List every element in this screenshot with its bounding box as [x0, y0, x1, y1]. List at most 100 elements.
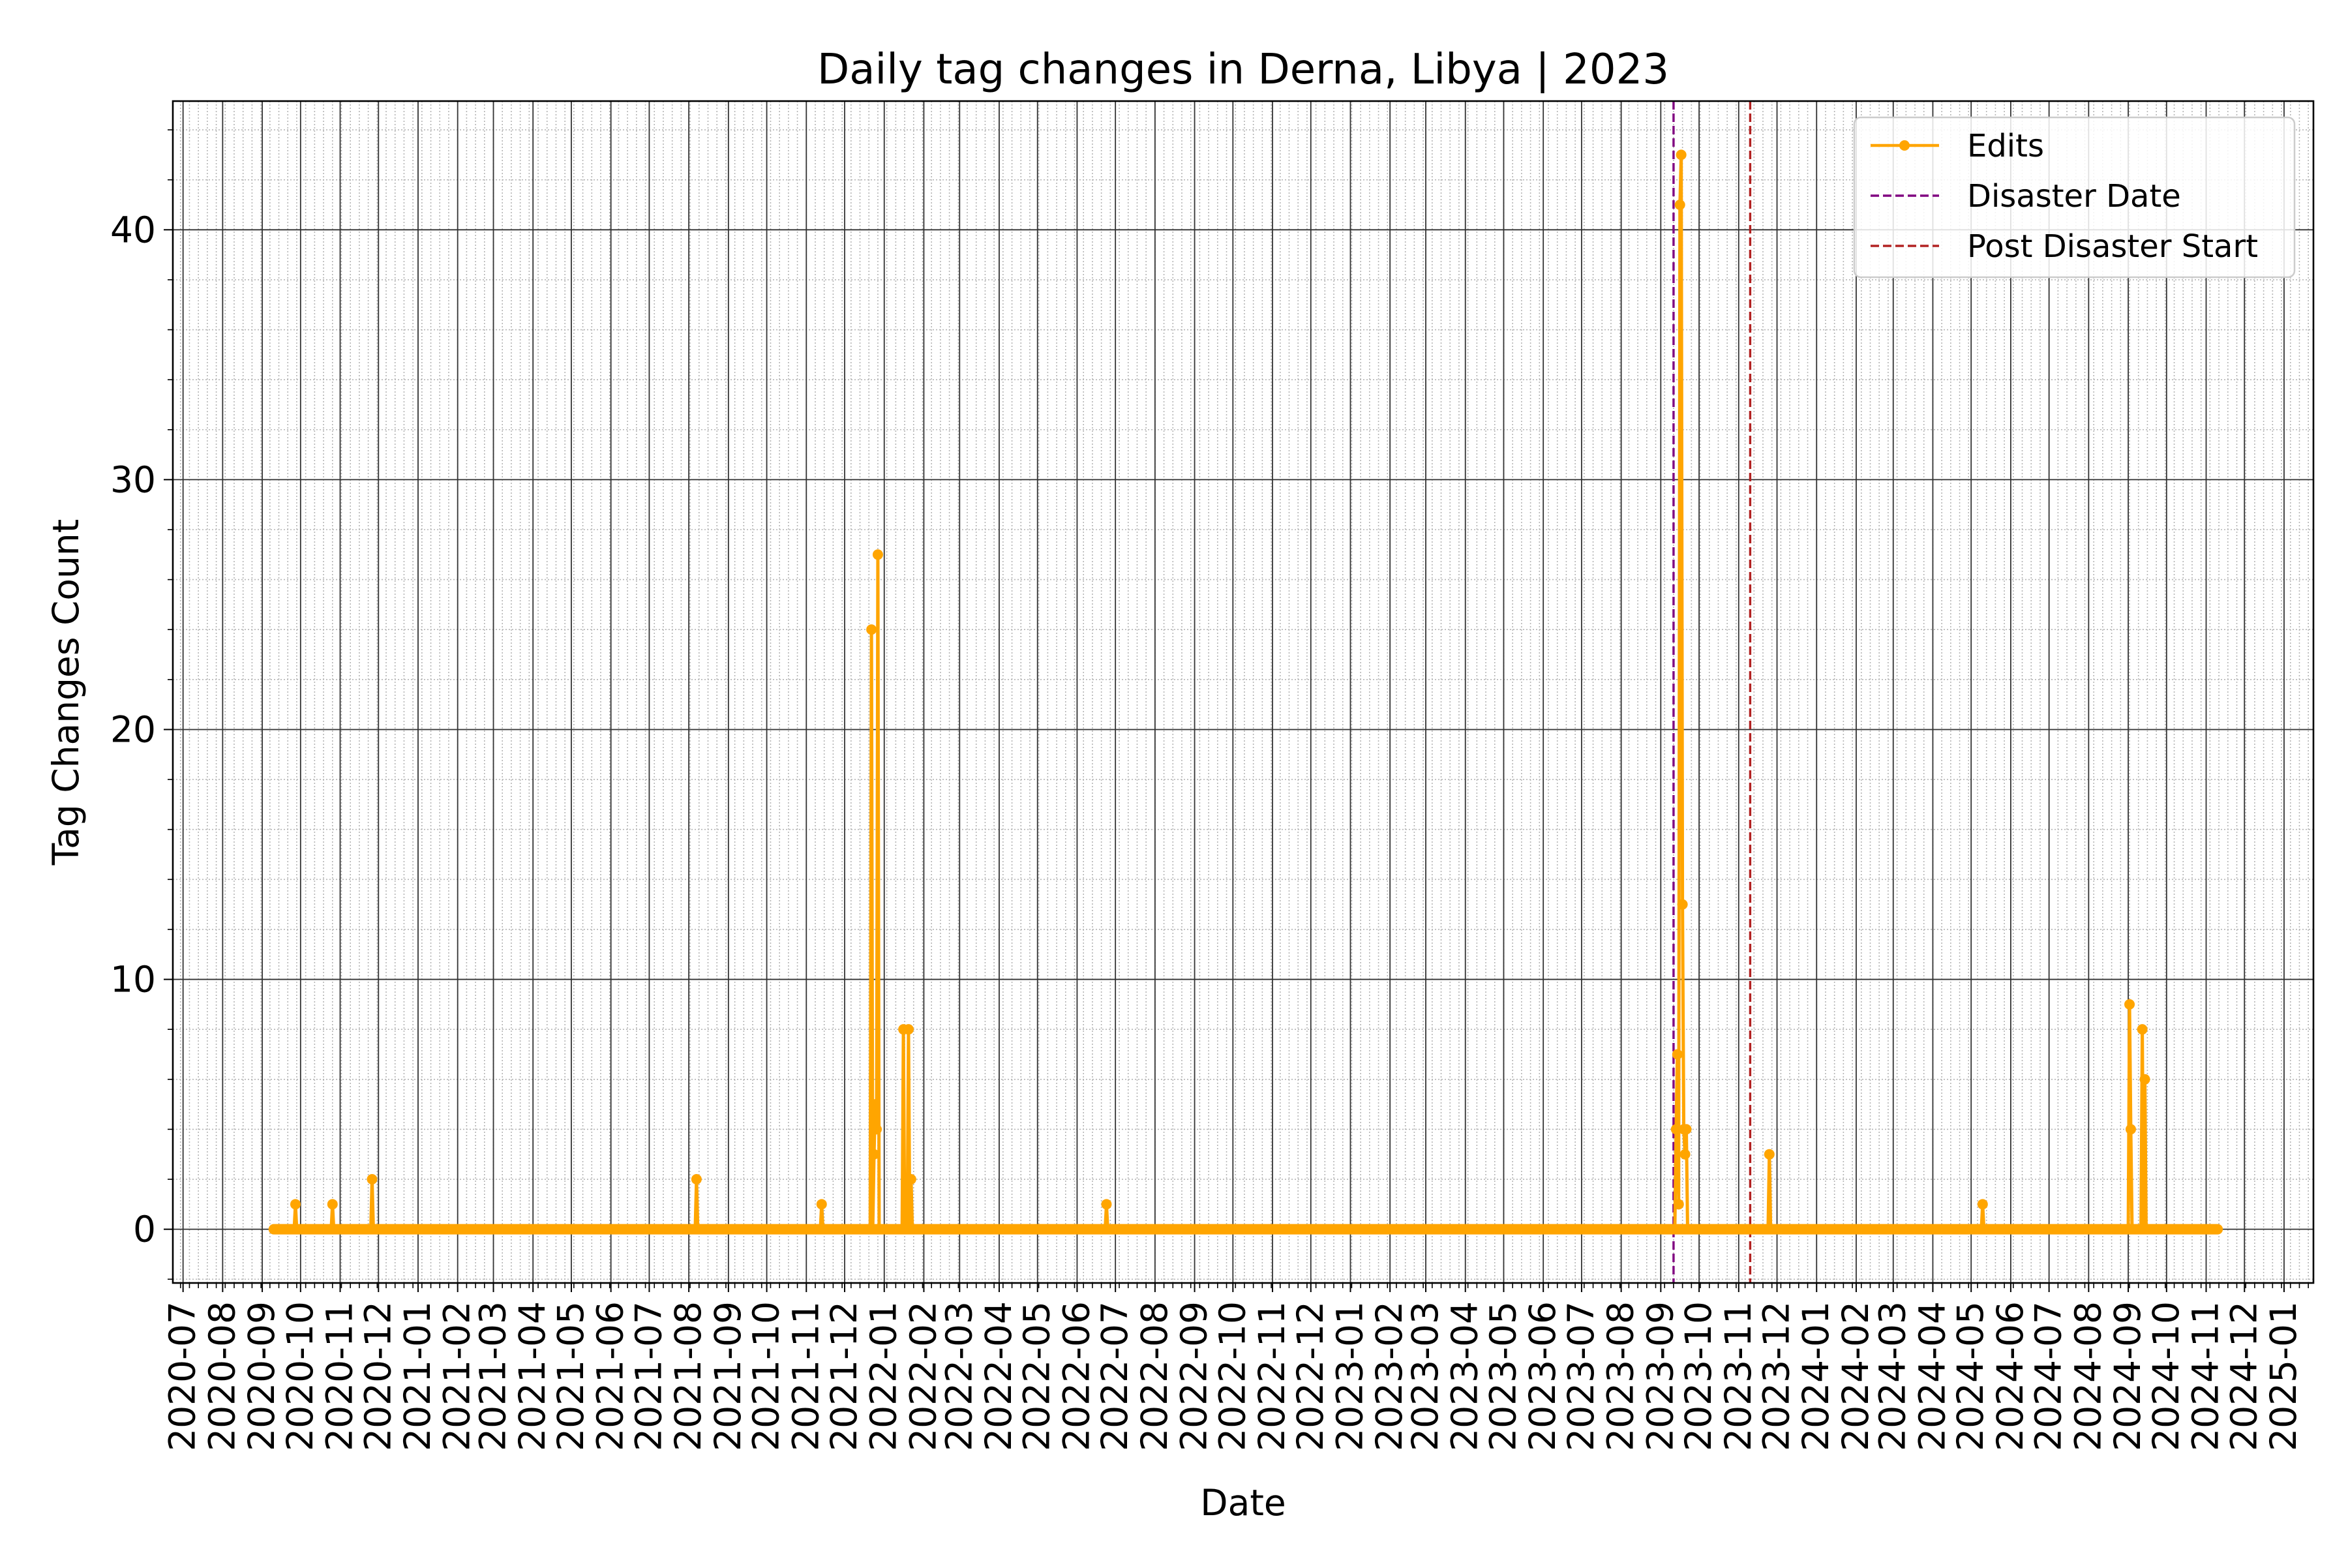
plot-frame — [172, 100, 2315, 1284]
x-tick-label: 2024-04 — [1911, 1301, 1953, 1451]
x-tick-label: 2022-05 — [1016, 1301, 1058, 1451]
x-tick-label: 2024-12 — [2223, 1301, 2265, 1451]
x-tick-label: 2022-12 — [1289, 1301, 1331, 1451]
edits-data-point — [1673, 1199, 1684, 1210]
x-tick-label: 2023-07 — [1560, 1301, 1602, 1451]
x-tick-label: 2021-04 — [511, 1301, 553, 1451]
edits-data-point — [2139, 1074, 2150, 1085]
x-tick-label: 2022-06 — [1055, 1301, 1097, 1451]
y-tick-label: 40 — [110, 209, 156, 250]
x-tick-label: 2024-06 — [1989, 1301, 2031, 1451]
edits-data-point — [870, 1099, 881, 1110]
x-tick-label: 2021-12 — [823, 1301, 865, 1451]
edits-data-point — [1101, 1199, 1112, 1210]
x-tick-label: 2021-02 — [436, 1301, 478, 1451]
x-tick-label: 2024-03 — [1872, 1301, 1914, 1451]
x-tick-label: 2021-10 — [745, 1301, 787, 1451]
edits-data-point — [2125, 1124, 2136, 1135]
x-tick-label: 2024-02 — [1835, 1301, 1876, 1451]
x-tick-label: 2023-12 — [1756, 1301, 1798, 1451]
x-tick-label: 2023-02 — [1368, 1301, 1410, 1451]
y-tick-label: 20 — [110, 708, 156, 750]
edits-data-point — [1674, 199, 1685, 210]
edits-data-point — [1679, 1149, 1691, 1160]
y-tick-label: 30 — [110, 459, 156, 500]
edits-data-point — [903, 1024, 914, 1035]
x-axis-label: Date — [1200, 1482, 1286, 1524]
edits-data-point — [290, 1199, 301, 1210]
edits-data-point — [1977, 1199, 1988, 1210]
edits-data-point — [872, 549, 883, 560]
x-tick-label: 2023-05 — [1482, 1301, 1524, 1451]
series-layer — [268, 149, 2223, 1235]
legend-label: Post Disaster Start — [1967, 228, 2258, 265]
x-tick-label: 2021-11 — [785, 1301, 826, 1451]
x-tick-label: 2020-07 — [162, 1301, 203, 1451]
x-tick-label: 2023-10 — [1678, 1301, 1719, 1451]
x-tick-label: 2024-01 — [1795, 1301, 1837, 1451]
legend-label: Edits — [1967, 128, 2044, 164]
x-tick-label: 2021-08 — [667, 1301, 709, 1451]
x-tick-label: 2021-05 — [550, 1301, 592, 1451]
x-tick-label: 2023-01 — [1329, 1301, 1370, 1451]
legend-marker — [1899, 140, 1910, 151]
edits-data-point — [871, 1124, 882, 1135]
edits-data-point — [367, 1174, 378, 1185]
x-tick-label: 2024-10 — [2145, 1301, 2187, 1451]
legend: Edits Disaster Date Post Disaster Start — [1853, 116, 2296, 279]
x-tick-label: 2024-07 — [2028, 1301, 2070, 1451]
legend-box — [1853, 116, 2296, 279]
edits-data-point — [905, 1174, 916, 1185]
x-tick-label: 2020-12 — [357, 1301, 399, 1451]
edits-data-point — [869, 1149, 880, 1160]
x-tick-label: 2022-01 — [863, 1301, 905, 1451]
edits-data-point — [1764, 1149, 1775, 1160]
chart-title: Daily tag changes in Derna, Libya | 2023 — [817, 46, 1669, 94]
edits-data-point — [1676, 149, 1687, 160]
x-tick-label: 2023-06 — [1522, 1301, 1563, 1451]
x-tick-label: 2022-11 — [1251, 1301, 1293, 1451]
x-tick-label: 2021-01 — [397, 1301, 438, 1451]
x-tick-label: 2020-08 — [201, 1301, 243, 1451]
x-tick-label: 2020-10 — [279, 1301, 321, 1451]
x-tick-label: 2021-07 — [627, 1301, 669, 1451]
edits-data-point — [1681, 1124, 1692, 1135]
y-tick-label: 10 — [110, 959, 156, 1001]
edits-data-point — [691, 1174, 702, 1185]
x-tick-label: 2020-11 — [319, 1301, 361, 1451]
x-tick-label: 2024-11 — [2185, 1301, 2227, 1451]
x-tick-label: 2023-09 — [1639, 1301, 1681, 1451]
x-tick-label: 2023-04 — [1444, 1301, 1486, 1451]
ticks-layer: 2020-072020-082020-092020-102020-112020-… — [110, 129, 2309, 1451]
x-tick-label: 2022-09 — [1173, 1301, 1215, 1451]
edits-data-point — [2137, 1024, 2148, 1035]
x-tick-label: 2023-11 — [1717, 1301, 1759, 1451]
x-tick-label: 2020-09 — [241, 1301, 282, 1451]
x-tick-label: 2022-02 — [902, 1301, 944, 1451]
x-tick-label: 2023-03 — [1404, 1301, 1446, 1451]
grid-layer — [173, 101, 2313, 1283]
edits-data-point — [1672, 1049, 1683, 1060]
edits-data-point — [1677, 899, 1688, 910]
x-tick-label: 2021-06 — [590, 1301, 631, 1451]
x-tick-label: 2024-09 — [2107, 1301, 2148, 1451]
x-tick-label: 2022-04 — [978, 1301, 1019, 1451]
x-tick-label: 2021-09 — [707, 1301, 749, 1451]
x-tick-label: 2021-03 — [472, 1301, 514, 1451]
edits-data-point — [1670, 1124, 1681, 1135]
x-tick-label: 2024-05 — [1949, 1301, 1991, 1451]
x-tick-label: 2022-03 — [938, 1301, 980, 1451]
x-tick-label: 2025-01 — [2263, 1301, 2304, 1451]
y-axis-label: Tag Changes Count — [45, 519, 87, 866]
edits-data-point — [2124, 999, 2135, 1010]
x-tick-label: 2022-10 — [1211, 1301, 1253, 1451]
edits-data-point — [816, 1199, 827, 1210]
edits-data-point — [866, 624, 877, 635]
x-tick-label: 2022-07 — [1094, 1301, 1136, 1451]
y-tick-label: 0 — [133, 1209, 156, 1250]
x-tick-label: 2022-08 — [1134, 1301, 1175, 1451]
x-tick-label: 2023-08 — [1600, 1301, 1642, 1451]
x-tick-label: 2024-08 — [2067, 1301, 2109, 1451]
